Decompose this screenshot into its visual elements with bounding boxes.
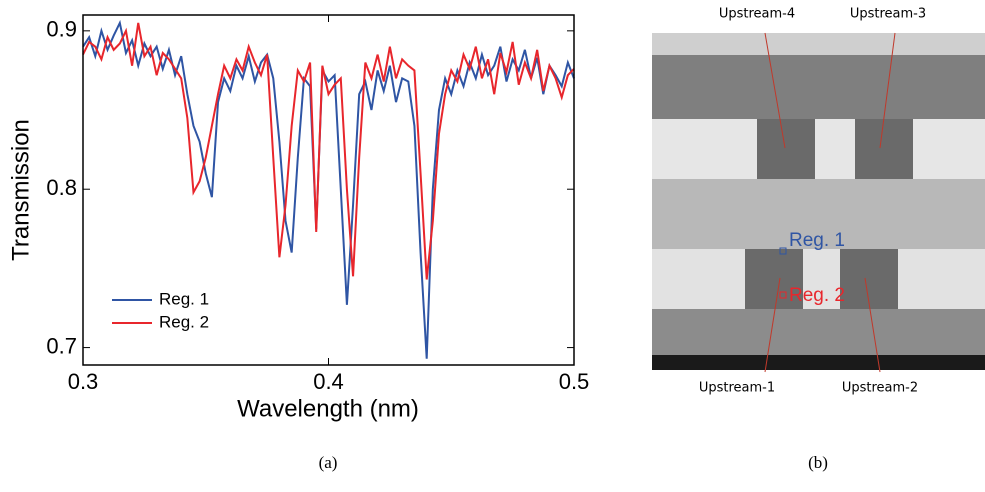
x-tick-label: 0.3 — [68, 369, 99, 394]
y-axis-label: Transmission — [7, 119, 34, 261]
x-tick-label: 0.5 — [559, 369, 590, 394]
figure: (a) Wavelength (nm) Transmission 0.30.40… — [0, 0, 985, 487]
label: Upstream-4 — [719, 7, 795, 22]
region-label: Reg. 2 — [789, 285, 845, 306]
plot: 0.3 0.4 0.5 0.7 0.8 0.9 Reg. 1 Reg. 2 — [46, 15, 589, 394]
legend-label: Reg. 2 — [159, 312, 209, 331]
series-line — [83, 23, 574, 280]
label: Upstream-2 — [842, 381, 918, 396]
region-label: Reg. 1 — [789, 230, 845, 251]
caption: (b) — [808, 453, 828, 472]
y-tick-label: 0.9 — [46, 17, 77, 42]
legend-label: Reg. 1 — [159, 289, 209, 308]
label: Upstream-3 — [850, 7, 926, 22]
caption: (a) — [319, 453, 338, 472]
label: Upstream-1 — [699, 381, 775, 396]
y-tick-label: 0.8 — [46, 175, 77, 200]
micrograph — [652, 33, 985, 372]
y-tick-label: 0.7 — [46, 333, 77, 358]
x-axis-label: Wavelength (nm) — [237, 395, 419, 422]
plot-frame — [83, 15, 574, 365]
x-tick-label: 0.4 — [313, 369, 344, 394]
